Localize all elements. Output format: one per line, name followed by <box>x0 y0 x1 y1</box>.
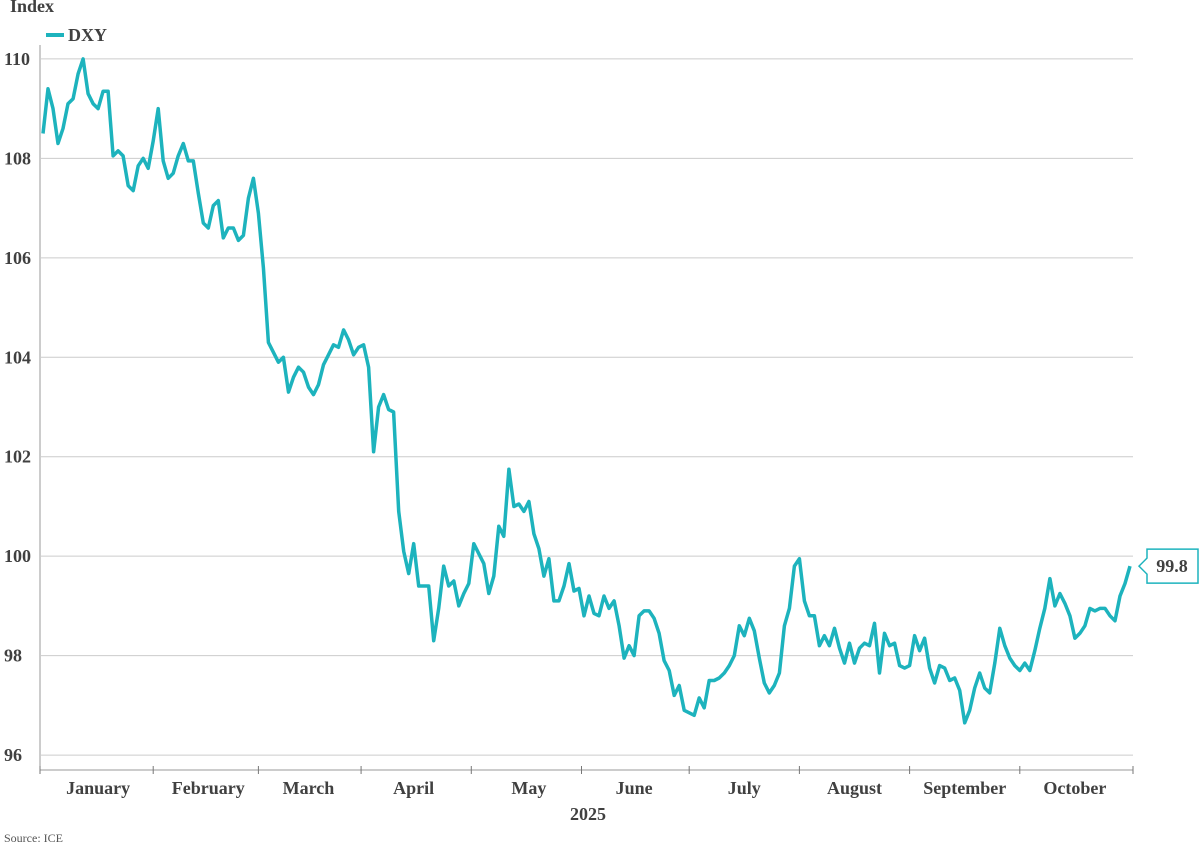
x-tick-label: January <box>66 778 130 798</box>
y-tick-label: 108 <box>4 148 31 168</box>
x-tick-label: July <box>728 778 761 798</box>
x-tick-label: March <box>283 778 335 798</box>
x-axis-label: 2025 <box>570 804 606 824</box>
x-tick-label: April <box>393 778 434 798</box>
x-tick-label: May <box>511 778 546 798</box>
y-tick-label: 98 <box>4 646 22 666</box>
line <box>41 57 1132 725</box>
y-tick-label: 104 <box>4 347 31 367</box>
x-tick-label: February <box>172 778 245 798</box>
x-tick-label: October <box>1043 778 1106 798</box>
y-tick-label: 110 <box>4 49 30 69</box>
y-tick-label: 100 <box>4 546 31 566</box>
y-tick-label: 102 <box>4 447 31 467</box>
source: Source: ICE <box>4 831 63 845</box>
end-label: 99.8 <box>1156 556 1188 576</box>
end-label-box <box>1137 548 1199 584</box>
x-tick-label: August <box>827 778 882 798</box>
y-tick-label: 96 <box>4 745 22 765</box>
y-tick-label: 106 <box>4 248 31 268</box>
y-axis-label: Index <box>10 0 54 16</box>
x-tick-label: June <box>616 778 653 798</box>
legend-label: DXY <box>68 25 107 45</box>
x-tick-label: September <box>923 778 1006 798</box>
